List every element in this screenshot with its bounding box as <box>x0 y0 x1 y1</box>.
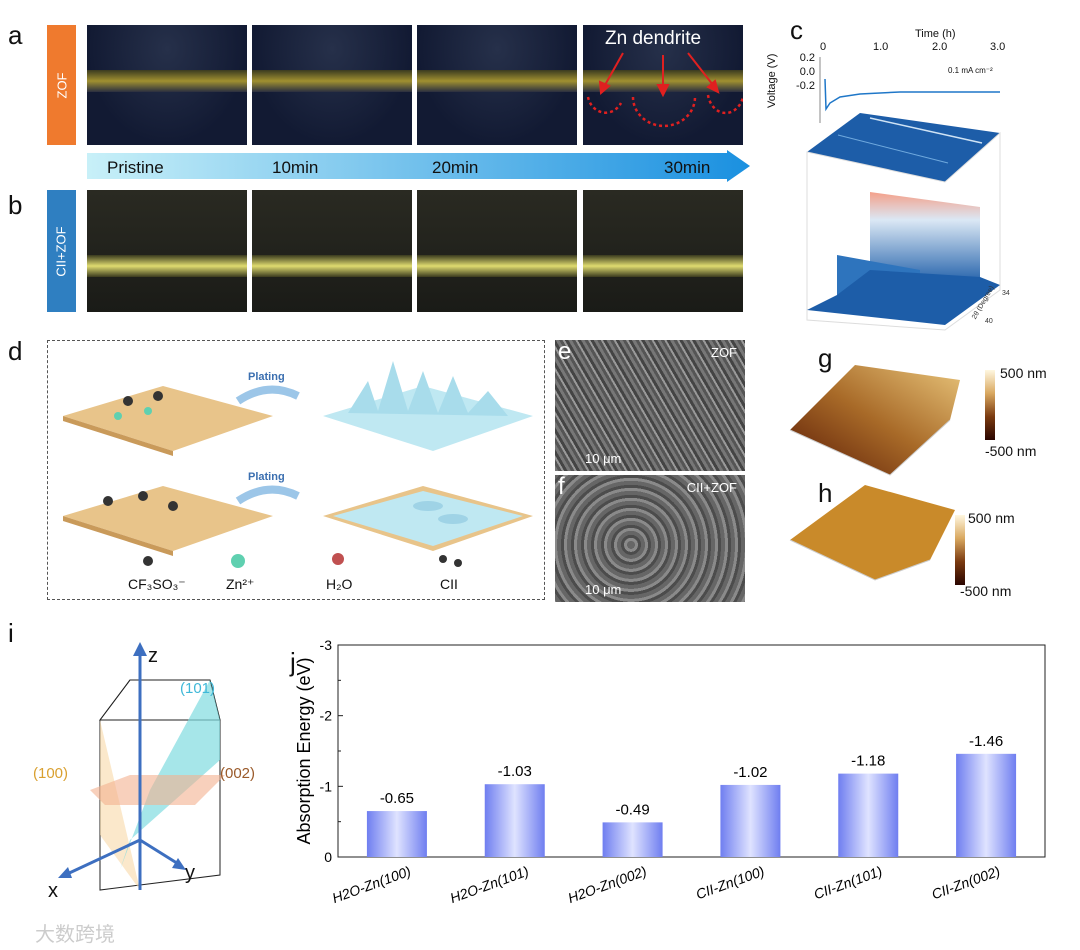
y-tick-label: -1 <box>320 778 333 794</box>
optical-image-2 <box>417 25 577 145</box>
xrd-surface-top <box>807 113 1000 182</box>
category-label: CII-Zn(002) <box>929 863 1002 903</box>
y-tick-label: 0 <box>324 849 332 865</box>
tick: 0 <box>820 41 827 53</box>
category-label: CII-Zn(100) <box>694 863 767 903</box>
legend-cii: CII <box>440 576 458 592</box>
axis-z: z <box>148 645 158 667</box>
y-axis-title: Absorption Energy (eV) <box>294 657 314 844</box>
category-label: H2O-Zn(100) <box>330 863 413 906</box>
axis-y: y <box>185 862 195 884</box>
tick: 0.2 <box>799 52 815 64</box>
category-label: H2O-Zn(002) <box>566 863 649 906</box>
sem-label: CII+ZOF <box>686 480 737 495</box>
time-axis-title: Time (h) <box>915 28 956 40</box>
legend-h2o: H₂O <box>326 576 353 592</box>
colorbar-h <box>955 515 965 585</box>
scale-bar: 10 μm <box>585 582 622 597</box>
tick: -0.2 <box>796 80 815 92</box>
data-label: -1.03 <box>498 763 532 780</box>
data-label: -1.18 <box>851 753 885 770</box>
afm-image-cii-zof <box>789 485 955 581</box>
legend-cf3so3: CF₃SO₃⁻ <box>128 576 186 592</box>
tick: 0.0 <box>799 66 815 78</box>
data-label: -1.02 <box>733 764 767 781</box>
sem-image-cii-zof: f CII+ZOF 10 μm <box>555 473 745 602</box>
panel-label-j: j <box>290 647 296 677</box>
sem-label: ZOF <box>711 345 737 360</box>
bar <box>838 773 899 857</box>
panel-label-h: h <box>818 478 833 508</box>
panel-label-b: b <box>8 190 23 220</box>
panel-label-f: f <box>558 473 565 500</box>
panel-label-e: e <box>558 338 572 365</box>
panel-label-g: g <box>818 343 833 373</box>
plane-002-label: (002) <box>220 765 256 782</box>
panel-label-c: c <box>790 15 803 45</box>
timeline-label: Pristine <box>107 158 164 177</box>
zof-side-label: ZOF <box>47 25 76 145</box>
svg-text:40: 40 <box>985 318 993 325</box>
y-tick-label: -2 <box>320 708 333 724</box>
colorbar-min: -500 nm <box>985 443 1037 459</box>
data-label: -1.46 <box>969 733 1003 750</box>
bar <box>720 784 781 857</box>
y-tick-label: -3 <box>320 637 333 653</box>
panel-label-i: i <box>8 618 14 648</box>
category-label: H2O-Zn(101) <box>448 863 531 906</box>
zn-dendrite-annotation: Zn dendrite <box>605 28 702 49</box>
optical-image-1 <box>252 190 412 312</box>
tick: 3.0 <box>990 41 1006 53</box>
svg-text:34: 34 <box>1002 290 1010 297</box>
colorbar-g <box>985 370 995 440</box>
tick: 1.0 <box>873 41 889 53</box>
colorbar-max: 500 nm <box>968 510 1015 526</box>
watermark: 大数跨境 <box>35 924 115 946</box>
bar <box>602 822 663 857</box>
data-label: -0.65 <box>380 790 414 807</box>
legend-zn: Zn²⁺ <box>226 576 255 592</box>
data-label: -0.49 <box>615 801 649 818</box>
scale-bar: 10 μm <box>585 451 622 466</box>
sem-image-zof: e ZOF 10 μm <box>555 338 745 471</box>
optical-image-3 <box>583 190 743 312</box>
mechanism-box: Plating Plating CF₃SO₃⁻ Zn²⁺ H₂O CII <box>47 340 545 600</box>
voltage-curve <box>824 78 1000 112</box>
tick: 2.0 <box>932 41 948 53</box>
optical-image-2 <box>417 190 577 312</box>
panel-label-a: a <box>8 20 23 50</box>
optical-image-0 <box>87 25 247 145</box>
colorbar-max: 500 nm <box>1000 365 1047 381</box>
bar <box>484 784 545 857</box>
panel-label-d: d <box>8 336 23 366</box>
timeline-label: 30min <box>664 158 711 177</box>
plating-label: Plating <box>248 471 285 483</box>
plane-101-label: (101) <box>180 680 216 697</box>
cii-zof-side-label: CII+ZOF <box>47 190 76 312</box>
bar <box>956 753 1017 857</box>
colorbar-min: -500 nm <box>960 583 1012 599</box>
current-density-label: 0.1 mA cm⁻² <box>948 66 993 75</box>
timeline-label: 10min <box>272 158 319 177</box>
optical-image-0 <box>87 190 247 312</box>
plane-100-label: (100) <box>33 765 69 782</box>
category-label: CII-Zn(101) <box>812 863 885 903</box>
dendrite-arrows <box>586 52 743 128</box>
optical-image-1 <box>252 25 412 145</box>
plot-frame <box>337 644 1046 858</box>
voltage-ticks: 0.2 0.0 -0.2 <box>793 51 815 93</box>
plating-label: Plating <box>248 371 285 383</box>
afm-image-zof <box>789 365 960 476</box>
axis-x: x <box>48 880 58 902</box>
absorption-energy-bar-chart: -3 -2 -1 0 Absorption Energy (eV) -0.65 H2O-Zn… <box>294 637 1046 906</box>
timeline-label: 20min <box>432 158 479 177</box>
bar <box>366 811 427 857</box>
hcp-crystal-diagram <box>58 642 225 891</box>
timeline-arrow: Pristine 10min 20min 30min <box>87 150 750 182</box>
